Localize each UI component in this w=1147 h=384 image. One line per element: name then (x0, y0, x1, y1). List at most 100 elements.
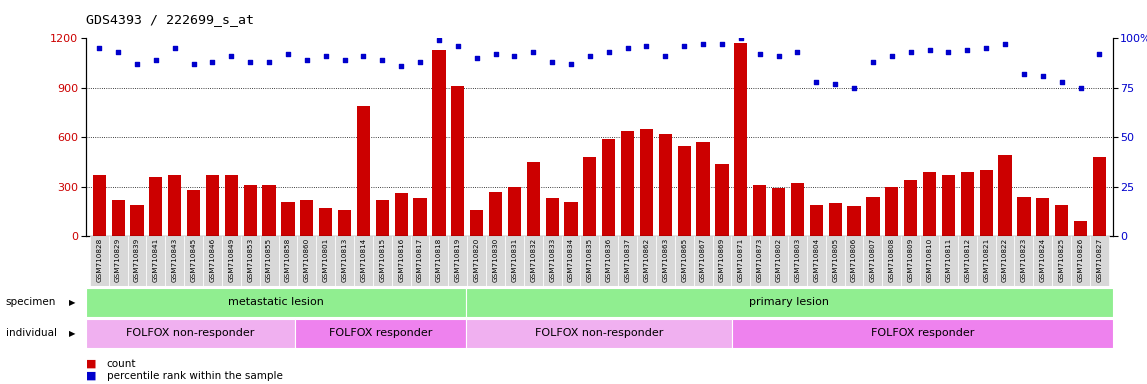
Point (165, 45, 184, 51)
Bar (599, 236, 618, 286)
Point (279, 51, 297, 57)
Point (770, 53, 788, 59)
Bar (996, 236, 1014, 286)
Bar (584, 157, 596, 236)
Point (939, 49, 958, 55)
Point (920, 47, 938, 53)
Bar (281, 202, 295, 236)
Bar (788, 236, 806, 286)
Bar (658, 134, 672, 236)
Bar (489, 192, 502, 236)
Text: GSM710820: GSM710820 (474, 238, 479, 282)
Text: GSM710804: GSM710804 (813, 238, 819, 282)
Text: GSM710817: GSM710817 (418, 238, 423, 282)
Bar (810, 205, 822, 236)
Bar (357, 106, 370, 236)
Bar (221, 236, 241, 286)
Bar (750, 236, 770, 286)
Bar (225, 175, 237, 236)
Text: GSM710825: GSM710825 (1059, 238, 1064, 282)
Point (317, 53, 335, 59)
Text: count: count (107, 359, 136, 369)
Text: GSM710873: GSM710873 (757, 238, 763, 282)
Point (335, 57, 353, 63)
Point (676, 43, 694, 50)
Text: GSM710803: GSM710803 (795, 238, 801, 282)
Bar (977, 236, 996, 286)
Text: primary lesion: primary lesion (749, 297, 829, 308)
Bar (86, 288, 466, 317)
Text: GSM710841: GSM710841 (153, 238, 158, 282)
Bar (187, 190, 201, 236)
Point (505, 53, 523, 59)
Text: GSM710810: GSM710810 (927, 238, 933, 282)
Point (109, 49, 127, 55)
Bar (395, 193, 408, 236)
Bar (961, 172, 974, 236)
Bar (86, 319, 295, 348)
Bar (301, 200, 313, 236)
Point (1071, 85, 1090, 91)
Text: GSM710853: GSM710853 (248, 238, 253, 282)
Bar (524, 236, 543, 286)
Text: GSM710863: GSM710863 (662, 238, 669, 282)
Text: ■: ■ (86, 371, 96, 381)
Bar (562, 236, 580, 286)
Bar (1017, 197, 1030, 236)
Point (694, 41, 712, 47)
Point (127, 61, 146, 67)
Bar (1033, 236, 1052, 286)
Text: GSM710843: GSM710843 (172, 238, 178, 282)
Point (448, 43, 467, 50)
Text: GSM710823: GSM710823 (1021, 238, 1027, 282)
Bar (1071, 236, 1090, 286)
Point (826, 81, 844, 87)
Text: individual: individual (6, 328, 56, 338)
Point (864, 59, 882, 65)
Bar (432, 50, 445, 236)
Bar (734, 43, 748, 236)
Point (712, 41, 731, 47)
Point (524, 49, 543, 55)
Text: FOLFOX responder: FOLFOX responder (871, 328, 974, 338)
Point (1053, 79, 1071, 85)
Text: GSM710805: GSM710805 (833, 238, 838, 282)
Bar (696, 142, 710, 236)
Text: specimen: specimen (6, 297, 56, 307)
Bar (939, 236, 958, 286)
Bar (904, 180, 918, 236)
Text: GSM710837: GSM710837 (625, 238, 631, 282)
Point (638, 43, 656, 50)
Bar (263, 185, 275, 236)
Bar (848, 207, 860, 236)
Bar (1090, 236, 1109, 286)
Point (468, 55, 486, 61)
Point (732, 35, 750, 41)
Bar (806, 236, 826, 286)
Bar (466, 288, 1113, 317)
Point (430, 37, 448, 43)
Bar (1014, 236, 1033, 286)
Bar (694, 236, 712, 286)
Point (392, 63, 411, 69)
Bar (754, 185, 766, 236)
Text: GSM710849: GSM710849 (228, 238, 234, 282)
Bar (243, 185, 257, 236)
Bar (1093, 157, 1106, 236)
Bar (902, 236, 920, 286)
Bar (185, 236, 203, 286)
Bar (466, 319, 733, 348)
Text: GSM710808: GSM710808 (889, 238, 895, 282)
Bar (295, 319, 466, 348)
Point (845, 85, 864, 91)
Point (147, 57, 165, 63)
Point (223, 53, 241, 59)
Bar (354, 236, 373, 286)
Bar (602, 139, 615, 236)
Bar (864, 236, 882, 286)
Text: GSM710836: GSM710836 (606, 238, 611, 282)
Bar (1052, 236, 1071, 286)
Text: FOLFOX non-responder: FOLFOX non-responder (536, 328, 663, 338)
Text: GSM710839: GSM710839 (134, 238, 140, 282)
Text: metastatic lesion: metastatic lesion (228, 297, 325, 308)
